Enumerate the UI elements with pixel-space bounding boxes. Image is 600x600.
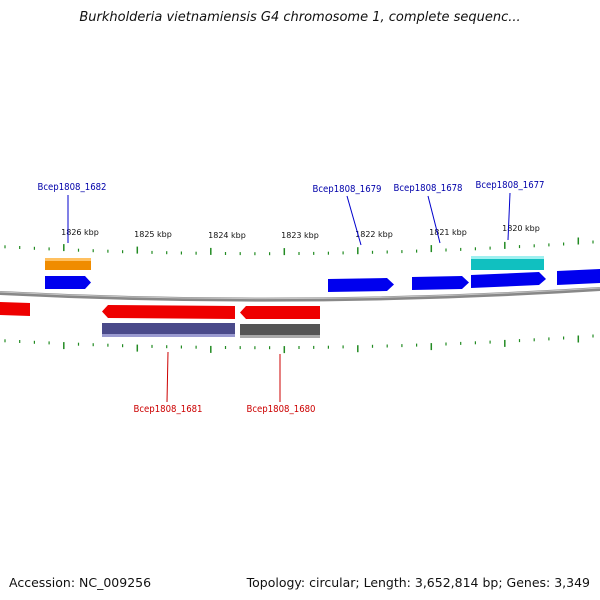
forward-gene-arrow[interactable] [45,276,91,289]
feature-slate[interactable] [102,323,235,337]
ruler-label: 1823 kbp [281,231,319,240]
topology-label: Topology: circular; Length: 3,652,814 bp… [246,575,590,590]
ruler-label: 1822 kbp [355,230,393,239]
ruler-label: 1821 kbp [429,228,467,237]
ruler-labels: 1826 kbp 1825 kbp 1824 kbp 1823 kbp 1822… [61,224,540,240]
feature-slate-shade [102,334,235,337]
label-leaders [67,192,511,403]
feature-gray[interactable] [240,324,320,338]
gene-label-bcep1808-1678[interactable]: Bcep1808_1678 [393,183,462,194]
reverse-genes [0,302,320,319]
ruler-ticks-bottom [4,334,594,354]
leader-line [346,195,362,246]
feature-gray-shade [240,335,320,338]
gene-label-bcep1808-1680[interactable]: Bcep1808_1680 [246,404,315,415]
forward-gene-arrow[interactable] [471,272,546,288]
reverse-gene-arrow[interactable] [0,302,30,316]
ruler-label: 1820 kbp [502,224,540,233]
ruler-label: 1825 kbp [134,230,172,239]
feature-cyan-highlight [471,256,544,259]
feature-cyan[interactable] [471,256,544,270]
chromosome-backbone [0,287,600,302]
reverse-gene-arrow[interactable] [102,305,235,319]
gene-label-bcep1808-1681[interactable]: Bcep1808_1681 [133,404,202,415]
accession-label: Accession: NC_009256 [9,575,152,590]
forward-gene-arrow[interactable] [412,276,469,290]
ruler-label: 1824 kbp [208,231,246,240]
gene-label-bcep1808-1679[interactable]: Bcep1808_1679 [312,184,381,195]
map-title: Burkholderia vietnamiensis G4 chromosome… [79,10,521,25]
forward-genes [45,269,600,292]
leader-line [427,195,441,244]
gene-labels: Bcep1808_1682 Bcep1808_1679 Bcep1808_167… [37,180,544,415]
leader-line [507,192,511,241]
ruler-ticks-top [4,237,594,256]
leader-line [166,351,169,403]
chromosome-backbone-highlight [0,287,600,300]
reverse-gene-arrow[interactable] [240,306,320,319]
forward-gene-arrow[interactable] [328,278,394,292]
ruler-label: 1826 kbp [61,228,99,237]
gene-label-bcep1808-1677[interactable]: Bcep1808_1677 [475,180,544,191]
feature-orange-highlight [45,258,91,261]
forward-gene-arrow[interactable] [557,269,600,285]
gene-label-bcep1808-1682[interactable]: Bcep1808_1682 [37,182,106,193]
